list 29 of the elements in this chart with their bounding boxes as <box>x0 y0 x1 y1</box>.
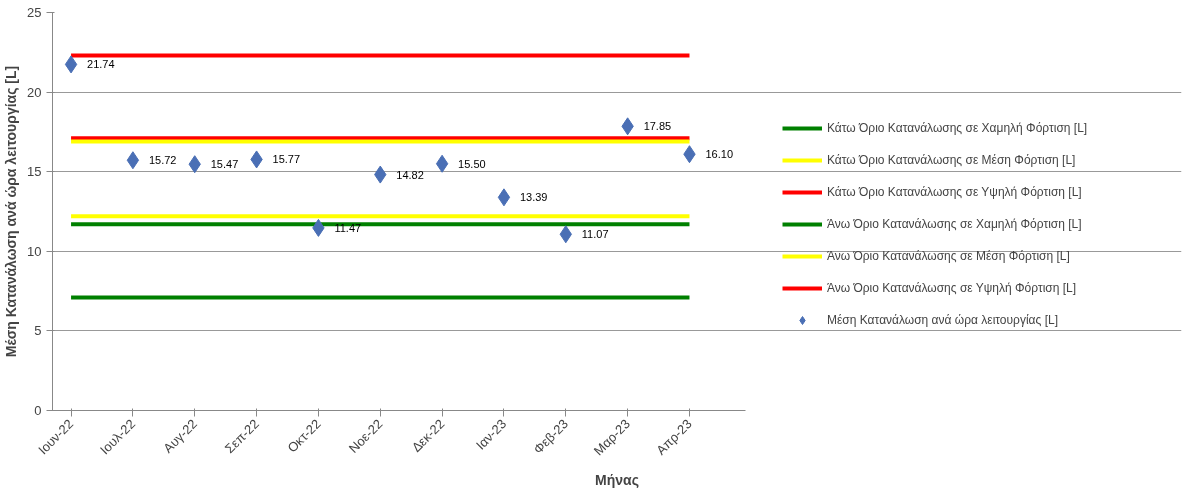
point <box>497 188 511 207</box>
y-tick-label: 15 <box>27 164 42 180</box>
data-label: 17.85 <box>643 120 672 133</box>
data-label: 15.47 <box>210 158 239 171</box>
legend-label: Άνω Όριο Κατανάλωσης σε Χαμηλή Φόρτιση [L] <box>827 217 1082 231</box>
y-tick-label: 25 <box>27 5 42 20</box>
data-label: 13.39 <box>519 191 548 204</box>
data-label: 15.77 <box>272 153 301 166</box>
data-label: 15.72 <box>148 154 177 167</box>
legend-label: Κάτω Όριο Κατανάλωσης σε Υψηλή Φόρτιση [L] <box>827 185 1082 199</box>
legend-label: Άνω Όριο Κατανάλωσης σε Μέση Φόρτιση [L] <box>827 249 1070 263</box>
legend-label: Μέση Κατανάλωση ανά ώρα λειτουργίας [L] <box>827 313 1058 327</box>
y-tick-label: 20 <box>27 84 42 100</box>
point <box>126 151 140 170</box>
y-tick-label: 0 <box>34 403 42 418</box>
point <box>435 154 449 173</box>
y-tick-label: 10 <box>27 243 42 259</box>
data-label: 11.07 <box>581 228 609 241</box>
x-axis-title: Μήνας <box>595 471 639 488</box>
legend-label: Άνω Όριο Κατανάλωσης σε Υψηλή Φόρτιση [L] <box>827 281 1077 295</box>
legend-label: Κάτω Όριο Κατανάλωσης σε Χαμηλή Φόρτιση [L] <box>827 121 1088 135</box>
data-label: 15.50 <box>458 157 486 170</box>
data-label: 16.10 <box>705 148 734 161</box>
legend-label: Κάτω Όριο Κατανάλωσης σε Μέση Φόρτιση [L] <box>827 153 1076 167</box>
data-label: 14.82 <box>396 168 424 181</box>
y-axis-title: Μέση Κατανάλωση ανά ώρα λειτουργίας [L] <box>3 65 20 358</box>
y-tick-label: 5 <box>34 323 42 339</box>
point <box>64 55 78 74</box>
data-label: 21.74 <box>87 58 115 71</box>
